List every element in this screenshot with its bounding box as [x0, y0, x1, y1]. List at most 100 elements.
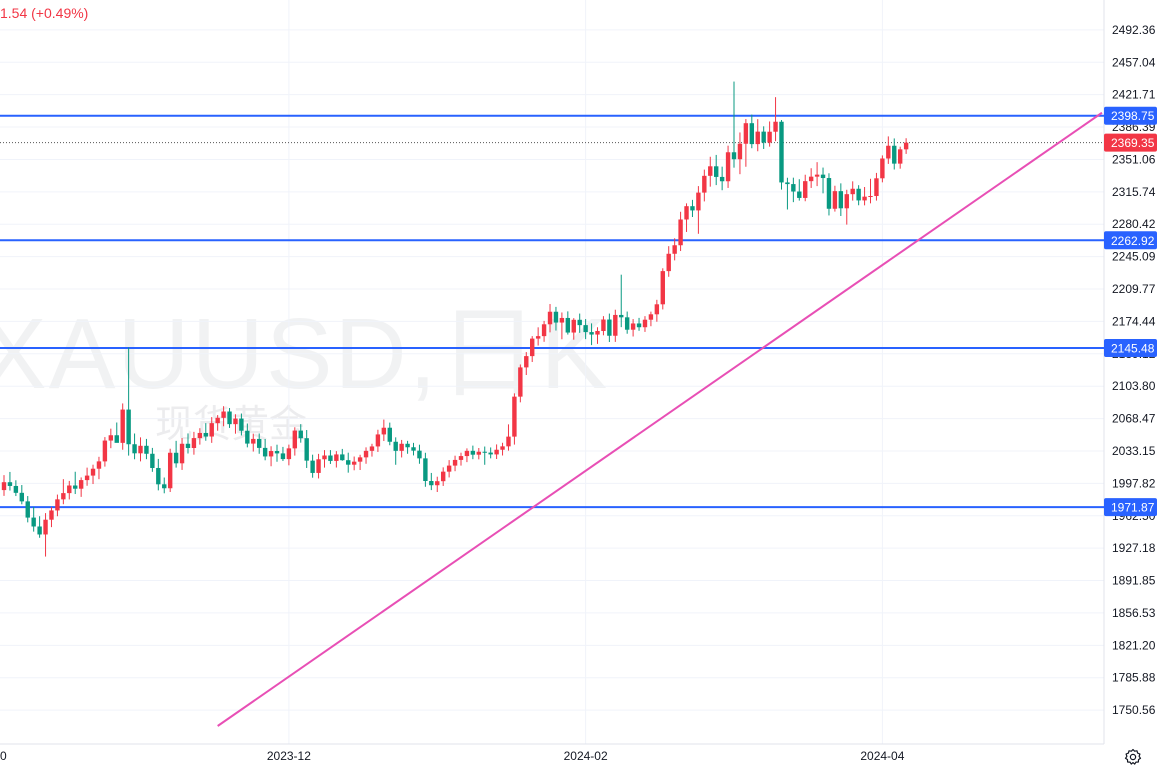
candle-body [684, 206, 689, 220]
candle-body [322, 455, 327, 460]
candle-body [470, 450, 476, 455]
candle-body [393, 441, 398, 451]
candle-body [488, 452, 493, 455]
candle-body [67, 485, 72, 494]
level-price-tag: 2262.92 [1111, 234, 1155, 248]
candle-body [654, 304, 660, 315]
y-tick-label: 1997.82 [1112, 476, 1156, 490]
candle-body [601, 319, 606, 331]
candle-body [702, 175, 707, 193]
candle-body [233, 418, 238, 425]
candle-body [458, 456, 464, 460]
candle-body [369, 446, 375, 451]
candle-body [245, 430, 250, 444]
candle-body [251, 438, 256, 444]
candle-body [803, 181, 808, 198]
candle-body [874, 178, 879, 197]
y-tick-label: 2103.80 [1112, 379, 1156, 393]
candle-body [666, 253, 671, 272]
x-tick-label: 2023-12 [267, 749, 311, 763]
candle-body [767, 131, 772, 143]
horizontal-levels[interactable] [0, 114, 1104, 509]
candle-body [138, 445, 143, 454]
candle-body [476, 451, 481, 455]
candle-body [642, 319, 648, 328]
candle-body [73, 485, 78, 489]
time-axis[interactable]: 0 2023-12 2024-02 2024-04 [0, 749, 905, 763]
candle-body [761, 131, 766, 143]
candle-body [565, 317, 571, 333]
candle-body [25, 501, 30, 518]
candle-body [844, 194, 849, 209]
candle-body [90, 468, 96, 476]
candle-body [714, 166, 719, 177]
price-axis[interactable]: 2492.362457.042421.712386.392351.062315.… [1112, 23, 1156, 717]
candle-body [102, 440, 108, 462]
candle-body [571, 319, 576, 333]
candle-body [524, 356, 529, 368]
candle-body [435, 481, 440, 486]
candle-body [779, 121, 784, 183]
candle-body [880, 158, 885, 179]
candle-body [785, 182, 790, 185]
candle-body [708, 166, 713, 176]
current-price-tag: 2369.35 [1111, 136, 1155, 150]
candle-body [583, 325, 588, 333]
candle-body [55, 499, 60, 511]
candle-body [274, 451, 280, 454]
candle-body [850, 188, 855, 195]
candle-body [19, 492, 25, 502]
candle-body [636, 323, 642, 328]
candle-body [595, 330, 600, 335]
candle-body [37, 526, 42, 535]
candle-body [304, 438, 309, 461]
candle-body [351, 461, 357, 465]
candle-body [696, 192, 701, 211]
candle-body [120, 409, 125, 443]
settings-button[interactable] [1120, 744, 1146, 770]
candle-body [773, 121, 778, 132]
candle-body [660, 271, 665, 305]
candle-body [96, 461, 102, 469]
gear-icon [1124, 748, 1142, 765]
x-tick-label: 0 [0, 749, 7, 763]
candle-body [672, 245, 677, 254]
candle-body [690, 206, 695, 211]
candle-body [731, 152, 737, 160]
level-price-tag-bg [1104, 106, 1157, 125]
trendline-group[interactable] [217, 111, 1103, 727]
candle-body [589, 332, 594, 335]
candle-body [518, 367, 523, 397]
candle-body [328, 455, 333, 461]
level-price-tag: 2145.48 [1111, 341, 1155, 355]
candle-body [340, 454, 345, 461]
candle-body [791, 184, 796, 192]
level-price-tag-bg [1104, 231, 1157, 250]
candle-body [346, 460, 351, 465]
y-tick-label: 1785.88 [1112, 671, 1156, 685]
y-tick-label: 1856.53 [1112, 606, 1156, 620]
candle-body [167, 452, 173, 489]
candle-body [239, 418, 244, 431]
price-change-label: 1.54 (+0.49%) [0, 5, 89, 21]
candle-body [316, 459, 321, 473]
candle-body [613, 314, 618, 336]
candle-body [31, 517, 36, 527]
candle-body [173, 452, 179, 464]
candle-body [132, 444, 137, 454]
candle-body [292, 430, 298, 449]
candle-body [191, 438, 197, 448]
candle-body [43, 519, 48, 535]
candle-body [61, 493, 66, 500]
trendline[interactable] [217, 111, 1103, 727]
candle-body [423, 458, 428, 482]
candle-body [814, 174, 820, 177]
candle-body [7, 482, 13, 486]
y-tick-label: 1821.20 [1112, 638, 1156, 652]
candle-body [506, 436, 511, 447]
candle-body [286, 448, 292, 460]
candle-body [903, 142, 909, 150]
candle-body [743, 123, 749, 144]
